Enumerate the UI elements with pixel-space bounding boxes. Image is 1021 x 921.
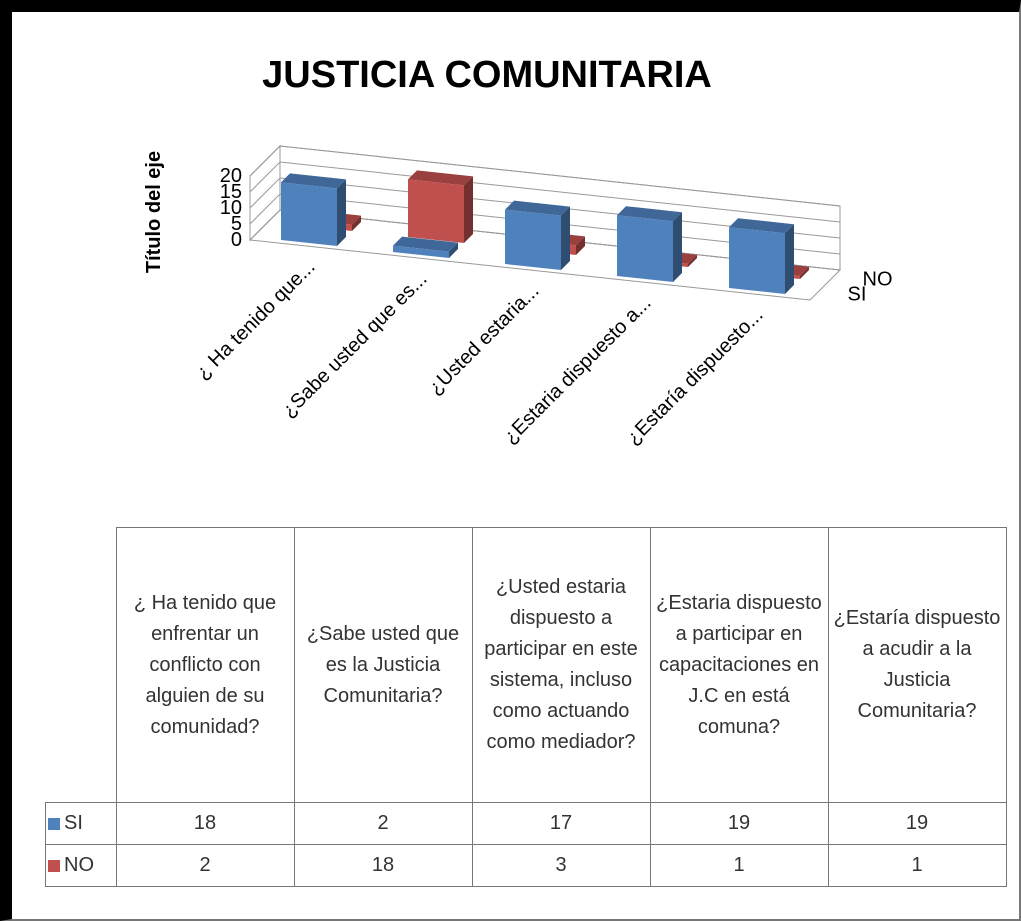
- bar-top: [505, 200, 570, 216]
- bar-side: [785, 224, 794, 294]
- header-cell: ¿Sabe usted que es la Justicia Comunitar…: [293, 527, 473, 803]
- chart-title: JUSTICIA COMUNITARIA: [262, 54, 712, 96]
- legend-swatch: [48, 817, 60, 830]
- value-cell: 18: [293, 844, 473, 887]
- y-tick-label: 5: [231, 213, 242, 235]
- legend-cell: SI: [45, 802, 117, 845]
- chart: JUSTICIA COMUNITARIA Título del eje 0510…: [143, 54, 893, 449]
- depth-label: NO: [863, 269, 893, 291]
- depth-label: SI: [848, 284, 867, 306]
- value-cell: 1: [827, 844, 1007, 887]
- bar-side: [688, 254, 697, 267]
- bar: [393, 236, 458, 258]
- grid-line: [249, 145, 841, 207]
- header-cell: ¿ Ha tenido que enfrentar un conflicto c…: [115, 527, 295, 803]
- bar-front: [281, 182, 337, 246]
- x-tick-label: ¿ Ha tenido que...: [192, 256, 320, 384]
- legend-label: NO: [64, 854, 94, 876]
- value-cell: 17: [471, 802, 651, 845]
- value-cell: 19: [649, 802, 829, 845]
- value-cell: 2: [115, 844, 295, 887]
- legend-label: SI: [64, 812, 83, 834]
- legend-swatch: [48, 859, 60, 872]
- legend-cell: NO: [45, 844, 117, 887]
- bar: [505, 200, 570, 270]
- bar-front: [729, 227, 785, 294]
- bar-top: [408, 170, 473, 186]
- value-cell: 2: [293, 802, 473, 845]
- y-tick-label: 20: [220, 165, 242, 187]
- header-cell: ¿Estaría dispuesto a acudir a la Justici…: [827, 527, 1007, 803]
- bar-side: [800, 266, 809, 279]
- bar: [617, 206, 682, 282]
- bar-side: [449, 242, 458, 258]
- bar-top: [617, 206, 682, 222]
- value-cell: 18: [115, 802, 295, 845]
- y-tick-label: 0: [231, 229, 242, 251]
- bar-side: [576, 236, 585, 255]
- bar-front: [393, 245, 449, 258]
- empty-cell: [45, 527, 117, 803]
- data-row: SI 18 2 17 19 19: [45, 802, 1007, 845]
- bar-front: [617, 215, 673, 282]
- bar-top: [393, 236, 458, 252]
- value-cell: 1: [649, 844, 829, 887]
- y-axis-title: Título del eje: [143, 151, 165, 273]
- bar-front: [505, 209, 561, 270]
- data-row: NO 2 18 3 1 1: [45, 844, 1007, 887]
- bar-side: [352, 215, 361, 231]
- header-cell: ¿Estaria dispuesto a participar en capac…: [649, 527, 829, 803]
- bar-side: [337, 179, 346, 246]
- header-cell: ¿Usted estaria dispuesto a participar en…: [471, 527, 651, 803]
- bar-top: [281, 173, 346, 189]
- bar: [408, 170, 473, 243]
- bar: [729, 218, 794, 294]
- header-row: ¿ Ha tenido que enfrentar un conflicto c…: [45, 527, 1007, 803]
- bar-top: [729, 218, 794, 234]
- bar-side: [673, 212, 682, 282]
- y-tick-label: 10: [220, 197, 242, 219]
- x-tick-label: ¿Usted estaria...: [424, 280, 543, 399]
- bar-front: [408, 179, 464, 243]
- bar-side: [464, 176, 473, 243]
- grid-line: [249, 161, 841, 223]
- value-cell: 3: [471, 844, 651, 887]
- bar-side: [561, 206, 570, 270]
- x-tick-label: ¿Estaría dispuesto...: [622, 304, 767, 449]
- y-tick-label: 15: [220, 181, 242, 203]
- value-cell: 19: [827, 802, 1007, 845]
- bar: [281, 173, 346, 246]
- data-table: ¿ Ha tenido que enfrentar un conflicto c…: [45, 527, 1007, 887]
- x-tick-label: ¿Sabe usted que es...: [278, 268, 432, 422]
